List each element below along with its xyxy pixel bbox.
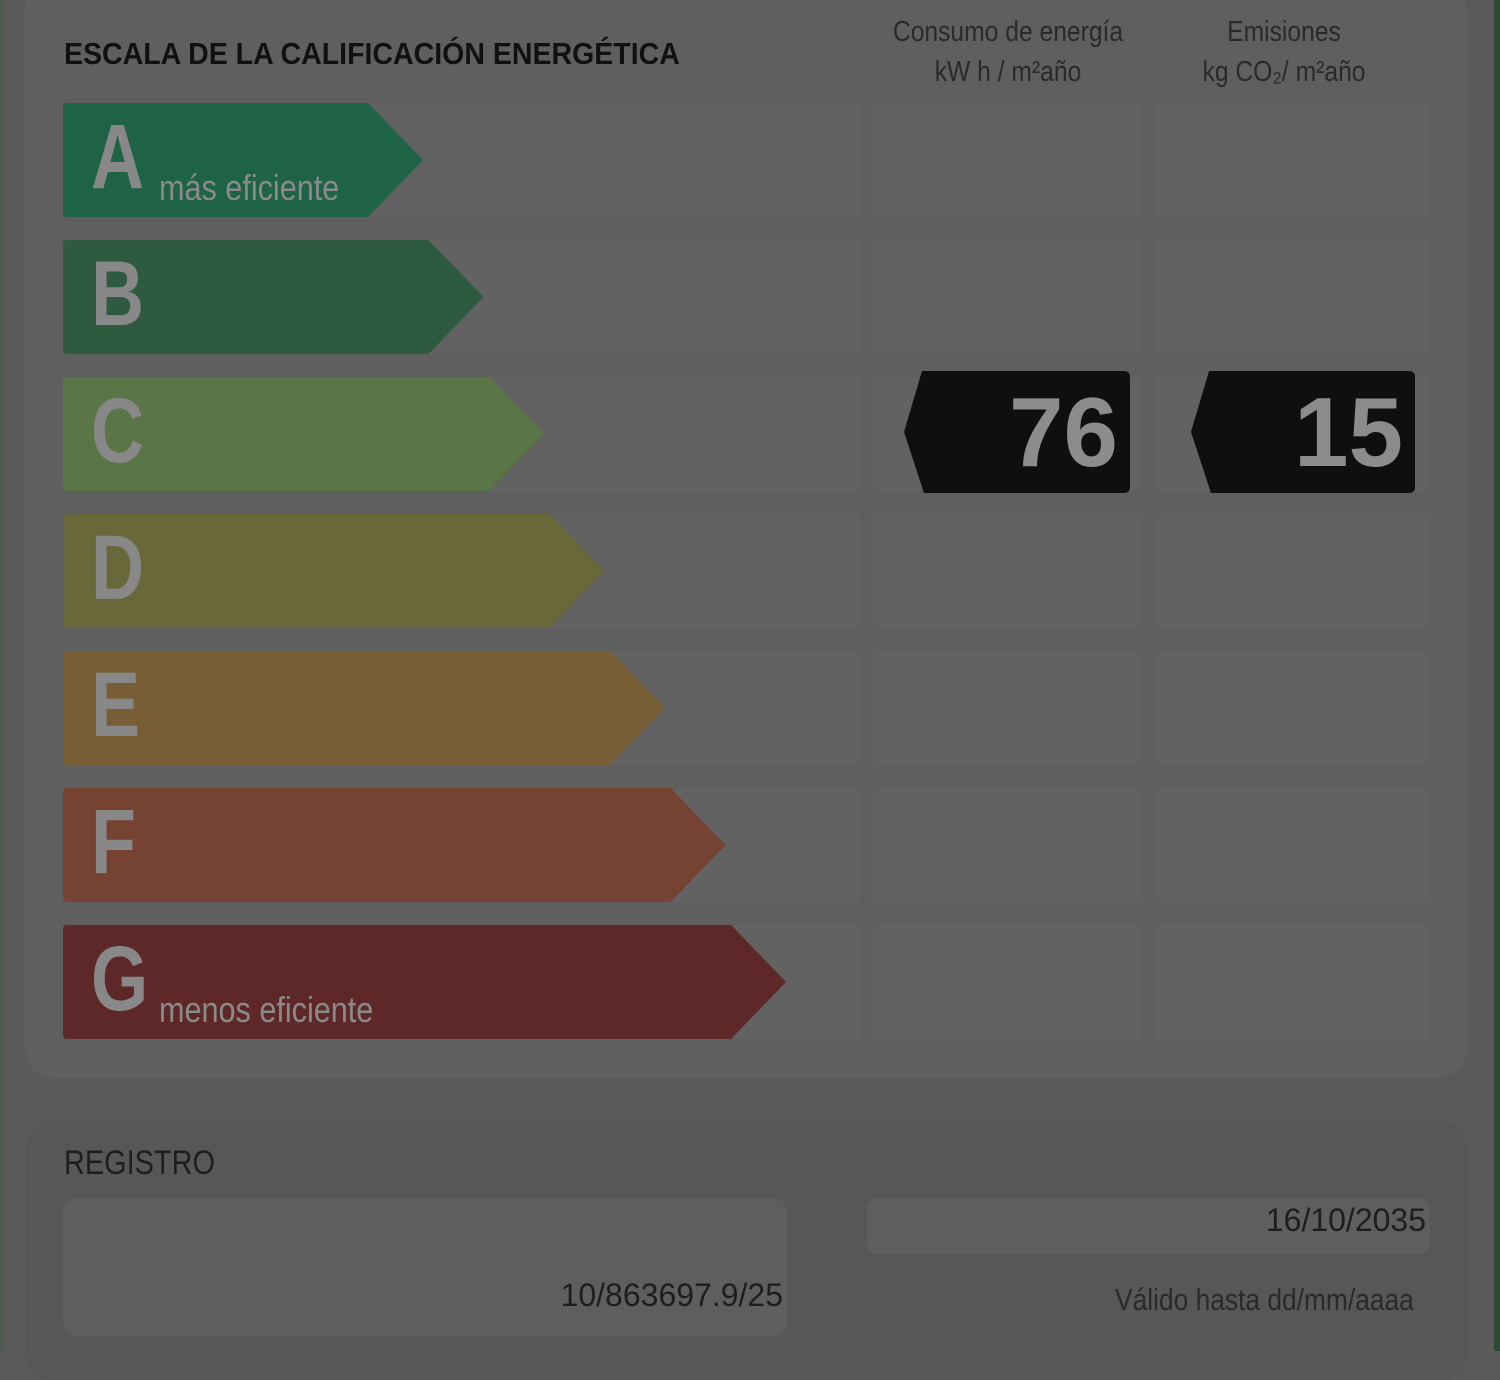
badge-shape bbox=[1191, 371, 1415, 493]
class-label: más eficiente bbox=[159, 167, 340, 208]
emissions-cell bbox=[1155, 514, 1430, 628]
energy-cell bbox=[873, 103, 1142, 217]
registro-label: REGISTRO bbox=[64, 1144, 215, 1182]
right-edge bbox=[1494, 0, 1500, 1351]
class-arrow-f: F bbox=[63, 788, 726, 902]
valid-date-box: 16/10/2035 bbox=[867, 1198, 1430, 1255]
energy-rating-badge: 76 bbox=[904, 371, 1130, 493]
class-label: menos eficiente bbox=[159, 989, 374, 1030]
badge-shape bbox=[904, 371, 1130, 493]
emissions-value: 15 bbox=[1293, 377, 1403, 487]
registro-number: 10/863697.9/25 bbox=[560, 1277, 783, 1313]
energy-header-line1: Consumo de energía bbox=[892, 16, 1124, 48]
class-arrow-e: E bbox=[63, 651, 665, 765]
energy-column-header: Consumo de energía kW h / m²año bbox=[889, 12, 1127, 92]
energy-cell bbox=[873, 925, 1142, 1039]
arrow-shape bbox=[63, 925, 786, 1039]
page-title: ESCALA DE LA CALIFICACIÓN ENERGÉTICA bbox=[64, 36, 680, 71]
class-letter: C bbox=[91, 380, 145, 482]
energy-header-unit: kW h / m²año bbox=[934, 56, 1082, 88]
emissions-cell bbox=[1155, 651, 1430, 765]
emissions-cell bbox=[1155, 925, 1430, 1039]
arrow-shape bbox=[63, 651, 665, 765]
energy-cell bbox=[873, 240, 1142, 354]
class-arrow-g: G menos eficiente bbox=[63, 925, 786, 1039]
arrow-shape bbox=[63, 377, 544, 491]
valid-until-label: Válido hasta dd/mm/aaaa bbox=[1115, 1282, 1414, 1317]
class-letter: B bbox=[91, 243, 145, 345]
energy-cell bbox=[873, 514, 1142, 628]
class-letter: A bbox=[91, 106, 145, 208]
class-arrow-a: A más eficiente bbox=[63, 103, 423, 217]
arrow-shape bbox=[63, 514, 605, 628]
registro-number-box: 10/863697.9/25 bbox=[63, 1198, 787, 1336]
energy-cell bbox=[873, 788, 1142, 902]
class-letter: E bbox=[91, 654, 141, 756]
valid-date: 16/10/2035 bbox=[1265, 1202, 1426, 1238]
energy-value: 76 bbox=[1008, 377, 1118, 487]
emissions-header-line1: Emisiones bbox=[1227, 16, 1341, 48]
emissions-cell bbox=[1155, 103, 1430, 217]
left-edge bbox=[0, 0, 4, 1351]
emissions-header-unit: kg CO₂/ m²año bbox=[1202, 56, 1366, 88]
arrow-shape bbox=[63, 240, 484, 354]
emissions-cell bbox=[1155, 240, 1430, 354]
energy-cell bbox=[873, 651, 1142, 765]
emissions-cell bbox=[1155, 788, 1430, 902]
class-letter: G bbox=[91, 928, 149, 1030]
class-arrow-d: D bbox=[63, 514, 605, 628]
class-arrow-c: C bbox=[63, 377, 544, 491]
class-letter: F bbox=[91, 791, 136, 893]
class-arrow-b: B bbox=[63, 240, 484, 354]
emissions-column-header: Emisiones kg CO₂/ m²año bbox=[1170, 12, 1398, 92]
arrow-shape bbox=[63, 788, 726, 902]
emissions-rating-badge: 15 bbox=[1191, 371, 1415, 493]
arrow-shape bbox=[63, 103, 423, 217]
class-letter: D bbox=[91, 517, 145, 619]
